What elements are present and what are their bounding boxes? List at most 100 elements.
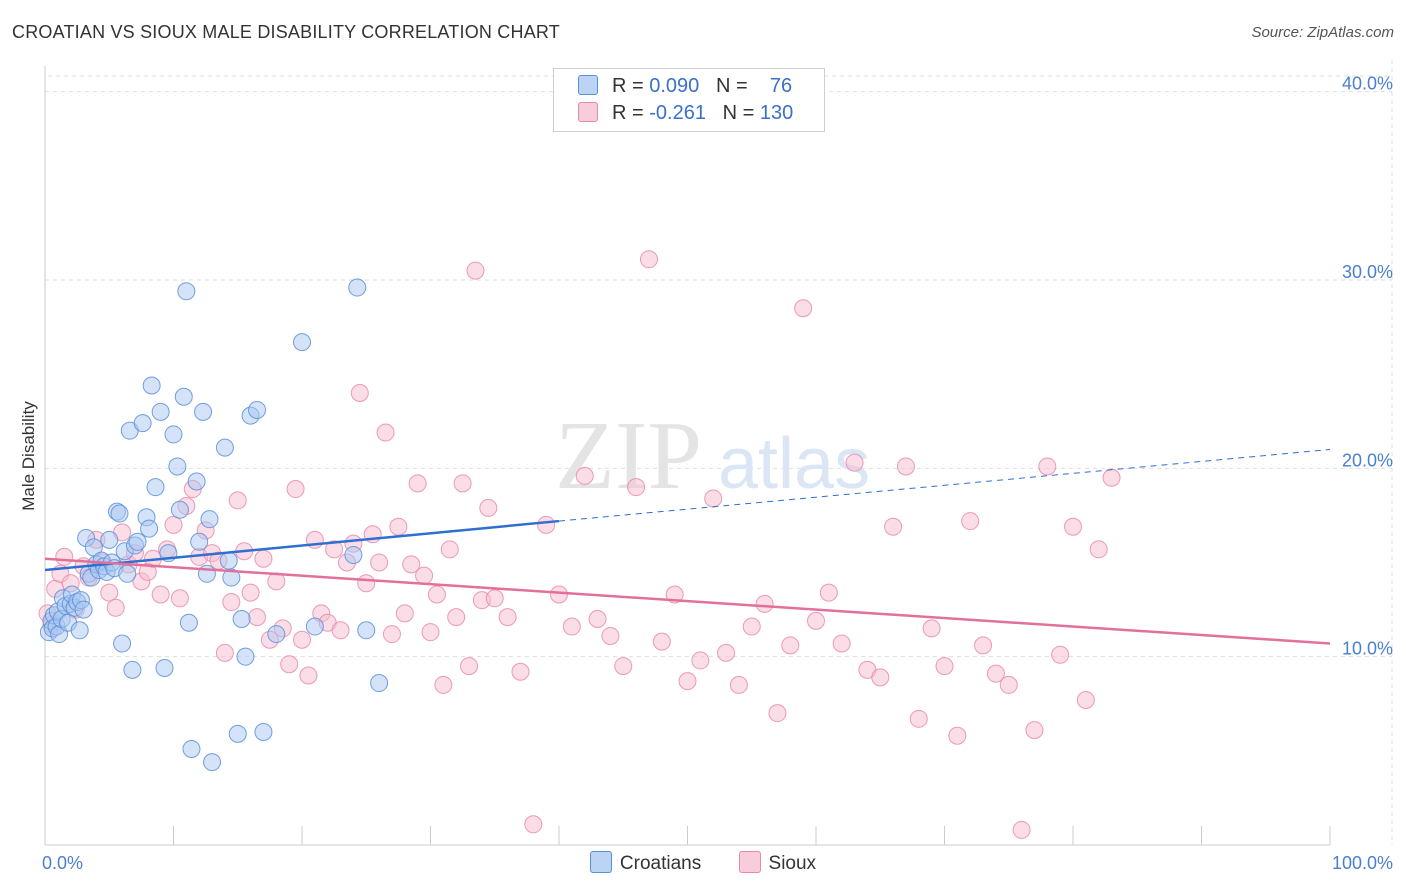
sioux-point (151, 585, 170, 604)
legend-n-label: N = (715, 75, 748, 97)
sioux-point (935, 657, 954, 676)
sioux-point (639, 250, 658, 269)
sioux-point (794, 299, 813, 318)
sioux-point (453, 474, 472, 493)
sioux-point (678, 672, 697, 691)
croatians-swatch (589, 851, 612, 873)
tick-labels: 10.0% 20.0% 30.0% 40.0% 0.0% 100.0% (42, 74, 1393, 873)
croatians-point (110, 504, 129, 523)
legend-r-label: R = (612, 102, 644, 124)
sioux-point (909, 709, 928, 728)
series-legend-sioux: Sioux (738, 851, 817, 875)
sioux-point (286, 480, 305, 499)
croatians-point (182, 739, 201, 758)
croatians-point (174, 387, 193, 406)
sioux-point (896, 457, 915, 476)
croatians-trend-line (44, 519, 560, 572)
croatians-point (215, 438, 234, 457)
sioux-point (376, 423, 395, 442)
sioux-point (627, 478, 646, 497)
sioux-point (601, 626, 620, 645)
sioux-point (485, 589, 504, 608)
sioux-trend-line (44, 557, 1331, 645)
sioux-point (729, 675, 748, 694)
sioux-point (421, 623, 440, 642)
sioux-point (884, 517, 903, 536)
croatians-point (164, 425, 183, 444)
sioux-point (986, 664, 1005, 683)
sioux-point (434, 675, 453, 694)
sioux-point (100, 583, 119, 602)
croatians-point (100, 530, 119, 549)
croatians-point (70, 621, 89, 640)
sioux-point (717, 643, 736, 662)
sioux-point (755, 594, 774, 613)
croatians-point (219, 551, 238, 570)
y-tick-label: 10.0% (1342, 639, 1393, 659)
x-tick-label: 100.0% (1332, 853, 1393, 873)
sioux-point (537, 515, 556, 534)
croatians-point (190, 532, 209, 551)
croatians-point (222, 568, 241, 587)
croatians-point (146, 478, 165, 497)
croatians-point (203, 753, 222, 772)
sioux-point (999, 675, 1018, 694)
sioux-point (524, 815, 543, 834)
x-tick-label: 0.0% (42, 853, 83, 873)
series-name: Croatians (619, 853, 702, 874)
sioux-point (447, 608, 466, 627)
chart-title: CROATIAN VS SIOUX MALE DISABILITY CORREL… (12, 22, 560, 42)
legend-r-value: -0.261 (649, 102, 706, 124)
sioux-point (652, 632, 671, 651)
croatians-point (113, 634, 132, 653)
sioux-point (427, 585, 446, 604)
sioux-point (479, 498, 498, 517)
sioux-point (370, 553, 389, 572)
series-legend: Croatians Sioux (0, 851, 1406, 875)
sioux-point (408, 474, 427, 493)
croatians-point (123, 660, 142, 679)
sioux-point (299, 666, 318, 685)
croatians-point (344, 545, 363, 564)
sioux-point (402, 555, 421, 574)
y-tick-label: 40.0% (1342, 74, 1393, 94)
trend-lines (44, 449, 1331, 645)
sioux-point (575, 466, 594, 485)
croatians-point (348, 278, 367, 297)
sioux-point (614, 657, 633, 676)
watermark-zip: ZIP (555, 402, 702, 510)
sioux-point (562, 617, 581, 636)
croatians-point (179, 613, 198, 632)
series-name: Sioux (768, 853, 817, 874)
sioux-point (1051, 645, 1070, 664)
croatians-point (140, 519, 159, 538)
croatians-point (254, 723, 273, 741)
croatians-point (194, 402, 213, 421)
sioux-point (1102, 468, 1121, 487)
sioux-point (871, 668, 890, 687)
watermark-atlas: atlas (718, 424, 870, 504)
sioux-point (1038, 457, 1057, 476)
axes (44, 66, 1331, 846)
sioux-point (922, 619, 941, 638)
croatians-point (133, 414, 152, 433)
sioux-point (466, 261, 485, 280)
sioux-point (382, 625, 401, 644)
sioux-point (460, 657, 479, 676)
legend: R = 0.090 N = 76 R = -0.261 N = 130 (553, 68, 825, 132)
sioux-point (781, 636, 800, 655)
sioux-point (106, 598, 125, 617)
croatians-point (128, 532, 147, 551)
sioux-point (241, 583, 260, 602)
sioux-point (961, 512, 980, 531)
y-tick-label: 20.0% (1342, 450, 1393, 470)
croatians-point (151, 402, 170, 421)
croatians-point (236, 647, 255, 666)
croatians-point (293, 333, 311, 352)
sioux-point (1076, 690, 1095, 709)
sioux-point (691, 651, 710, 670)
sioux-point (254, 549, 273, 568)
croatians-point (155, 658, 174, 677)
croatians-point (232, 610, 251, 628)
